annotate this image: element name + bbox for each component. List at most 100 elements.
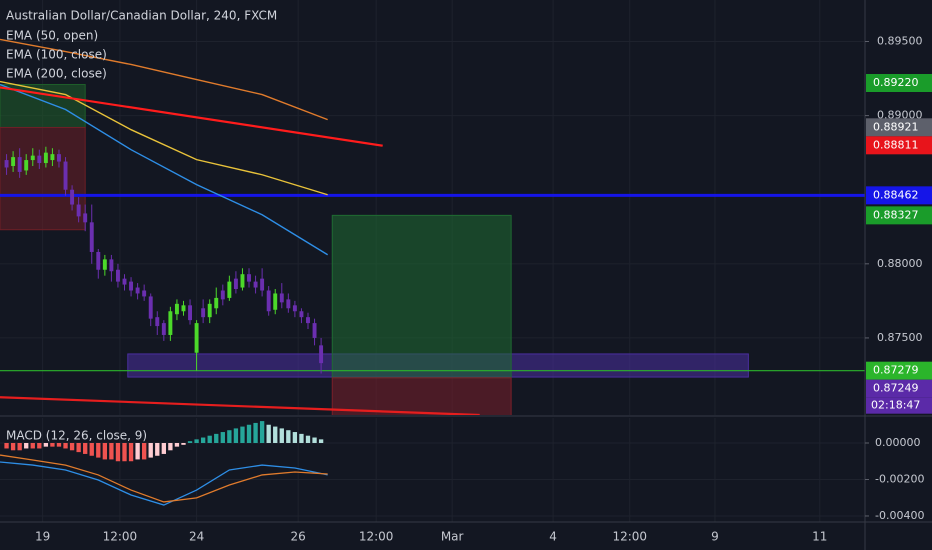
x-tick-label: Mar xyxy=(441,530,464,544)
zone xyxy=(0,126,86,231)
histogram-bar xyxy=(69,442,75,451)
ema-line xyxy=(0,83,329,256)
histogram-bar xyxy=(135,442,140,460)
histogram-bar xyxy=(194,439,199,443)
candle-body xyxy=(17,157,22,172)
y-tick-label: 0.89500 xyxy=(877,35,923,48)
candle-body xyxy=(37,155,42,164)
stop-zone xyxy=(331,377,512,415)
candle-body xyxy=(227,281,232,298)
price-badge-label: 0.88327 xyxy=(873,208,919,221)
histogram-bar xyxy=(161,442,166,454)
macd-line xyxy=(0,461,328,506)
histogram-bar xyxy=(122,442,127,462)
histogram-bar xyxy=(273,426,278,443)
histogram-bar xyxy=(155,442,160,456)
histogram-bar xyxy=(83,442,88,454)
candle-body xyxy=(155,317,160,327)
x-tick-label: 19 xyxy=(35,530,50,544)
candle-body xyxy=(286,299,291,309)
histogram-bar xyxy=(109,442,114,460)
candle-body xyxy=(11,157,16,166)
x-tick-label: 12:00 xyxy=(612,530,647,544)
histogram-bar xyxy=(312,437,317,443)
histogram-bar xyxy=(181,442,186,445)
price-badge xyxy=(866,361,932,380)
ema-line xyxy=(0,38,328,121)
legend: Australian Dollar/Canadian Dollar, 240, … xyxy=(6,9,277,443)
candle-body xyxy=(188,305,193,321)
candle-body xyxy=(89,222,94,252)
histogram-bar xyxy=(4,442,9,449)
candle-body xyxy=(273,293,278,310)
price-badge xyxy=(866,136,932,155)
price-badge xyxy=(866,186,932,205)
histogram-bar xyxy=(76,442,81,453)
candle-body xyxy=(115,269,120,282)
candle-body xyxy=(83,213,88,223)
x-tick-label: 26 xyxy=(291,530,306,544)
histogram-bar xyxy=(305,435,311,443)
price-badge-label: 0.88811 xyxy=(873,138,919,151)
price-badge xyxy=(866,118,932,137)
histogram-bar xyxy=(266,424,271,443)
price-badge-label: 0.88462 xyxy=(873,188,919,201)
countdown: 02:18:47 xyxy=(871,399,920,412)
trend-line xyxy=(0,396,480,415)
histogram-bar xyxy=(96,442,101,458)
candle-body xyxy=(319,345,324,364)
candle-body xyxy=(135,287,140,294)
candle-body xyxy=(253,281,258,288)
candle-body xyxy=(102,259,107,270)
histogram-bar xyxy=(233,428,239,443)
histogram-bar xyxy=(115,442,121,462)
y-tick-label: 0.00000 xyxy=(875,436,921,449)
histogram-bar xyxy=(207,435,212,443)
candle-body xyxy=(30,155,35,161)
price-badge-label: 0.89220 xyxy=(873,76,919,89)
countdown-badge xyxy=(866,397,932,414)
price-badge xyxy=(866,206,932,225)
candle-body xyxy=(70,189,75,205)
y-tick-label: 0.87500 xyxy=(877,331,923,344)
candle-body xyxy=(306,317,310,324)
candle-body xyxy=(233,278,238,290)
histogram-bar xyxy=(292,432,298,443)
histogram-bar xyxy=(246,424,252,443)
histogram-bar xyxy=(259,421,265,443)
histogram-bar xyxy=(240,426,245,443)
candle-body xyxy=(109,259,114,272)
price-badge xyxy=(866,379,932,398)
target-zone xyxy=(331,214,512,379)
histogram-bar xyxy=(148,442,153,458)
y-tick-label: 0.88000 xyxy=(877,257,923,270)
histogram-bar xyxy=(174,442,180,447)
candle-body xyxy=(194,323,199,353)
histogram-bar xyxy=(63,442,68,449)
y-tick-label: -0.00400 xyxy=(875,509,924,522)
legend-entry: EMA (100, close) xyxy=(6,48,107,62)
candle-body xyxy=(168,311,173,335)
price-pane xyxy=(0,0,865,415)
histogram-bar xyxy=(220,432,225,443)
x-tick-label: 12:00 xyxy=(359,530,394,544)
candle-body xyxy=(63,161,68,190)
candle-body xyxy=(312,323,317,338)
candle-body xyxy=(266,290,271,312)
candle-body xyxy=(161,323,166,335)
histogram-bar xyxy=(17,442,22,451)
histogram-bar xyxy=(30,442,35,449)
candle-body xyxy=(57,154,61,162)
candle-body xyxy=(201,308,206,318)
x-tick-label: 11 xyxy=(812,530,827,544)
histogram-bar xyxy=(168,442,173,451)
candle-body xyxy=(181,305,186,312)
candle-body xyxy=(24,160,29,171)
candle-body xyxy=(279,293,284,303)
macd-title: MACD (12, 26, close, 9) xyxy=(6,429,147,443)
price-badge xyxy=(866,74,932,92)
candle-body xyxy=(96,251,101,270)
histogram-bar xyxy=(24,442,29,449)
